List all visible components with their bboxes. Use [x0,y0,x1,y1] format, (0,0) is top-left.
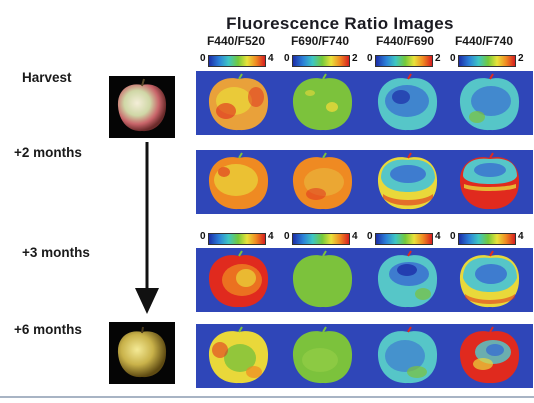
colorbar-gradient [292,55,350,67]
colorbar-min: 0 [450,231,456,242]
fluorescence-image-2-months-f690-f740 [280,150,366,214]
fluorescence-image-harvest-f440-f740 [447,71,533,135]
colorbar-max: 4 [268,53,274,64]
apple-photo-harvest [109,76,175,138]
colorbar-gradient [208,233,266,245]
figure-title: Fluorescence Ratio Images [226,14,454,33]
fluorescence-image-2-months-f440-f740 [447,150,533,214]
column-header-f440-f740: F440/F740 [454,34,514,48]
row-label-harvest: Harvest [22,70,72,85]
fluorescence-image-3-months-f440-f690 [365,248,451,312]
colorbar-max: 2 [435,53,441,64]
colorbar-min: 0 [284,53,290,64]
colorbar-f440-f740-row3: 0 4 [450,230,530,246]
colorbar-min: 0 [200,53,206,64]
row-label-3-months: +3 months [22,245,90,260]
colorbar-max: 4 [518,231,524,242]
colorbar-f690-f740: 0 2 [284,52,364,68]
colorbar-gradient [458,55,516,67]
colorbar-f440-f520-row3: 0 4 [200,230,280,246]
fluorescence-image-2-months-f440-f520 [196,150,282,214]
colorbar-min: 0 [367,231,373,242]
colorbar-max: 4 [352,231,358,242]
colorbar-max: 2 [352,53,358,64]
colorbar-gradient [375,55,433,67]
colorbar-min: 0 [450,53,456,64]
colorbar-max: 4 [268,231,274,242]
bottom-divider [0,396,534,398]
colorbar-f440-f690-row3: 0 4 [367,230,447,246]
colorbar-gradient [375,233,433,245]
colorbar-min: 0 [200,231,206,242]
fluorescence-image-harvest-f690-f740 [280,71,366,135]
fluorescence-image-6-months-f440-f740 [447,324,533,388]
fluorescence-image-6-months-f440-f690 [365,324,451,388]
colorbar-f440-f520: 0 4 [200,52,280,68]
fluorescence-image-3-months-f440-f740 [447,248,533,312]
colorbar-min: 0 [284,231,290,242]
fluorescence-image-harvest-f440-f690 [365,71,451,135]
colorbar-max: 4 [435,231,441,242]
colorbar-gradient [292,233,350,245]
fluorescence-image-3-months-f440-f520 [196,248,282,312]
fluorescence-image-6-months-f690-f740 [280,324,366,388]
colorbar-gradient [208,55,266,67]
fluorescence-image-6-months-f440-f520 [196,324,282,388]
row-label-6-months: +6 months [14,322,82,337]
fluorescence-image-harvest-f440-f520 [196,71,282,135]
column-header-f440-f520: F440/F520 [206,34,266,48]
column-header-f440-f690: F440/F690 [375,34,435,48]
column-header-f690-f740: F690/F740 [290,34,350,48]
fluorescence-image-2-months-f440-f690 [365,150,451,214]
colorbar-min: 0 [367,53,373,64]
colorbar-f690-f740-row3: 0 4 [284,230,364,246]
apple-photo-6-months [109,322,175,384]
colorbar-f440-f740: 0 2 [450,52,530,68]
colorbar-max: 2 [518,53,524,64]
colorbar-f440-f690: 0 2 [367,52,447,68]
row-label-2-months: +2 months [14,145,82,160]
fluorescence-image-3-months-f690-f740 [280,248,366,312]
time-arrow [135,142,159,314]
colorbar-gradient [458,233,516,245]
